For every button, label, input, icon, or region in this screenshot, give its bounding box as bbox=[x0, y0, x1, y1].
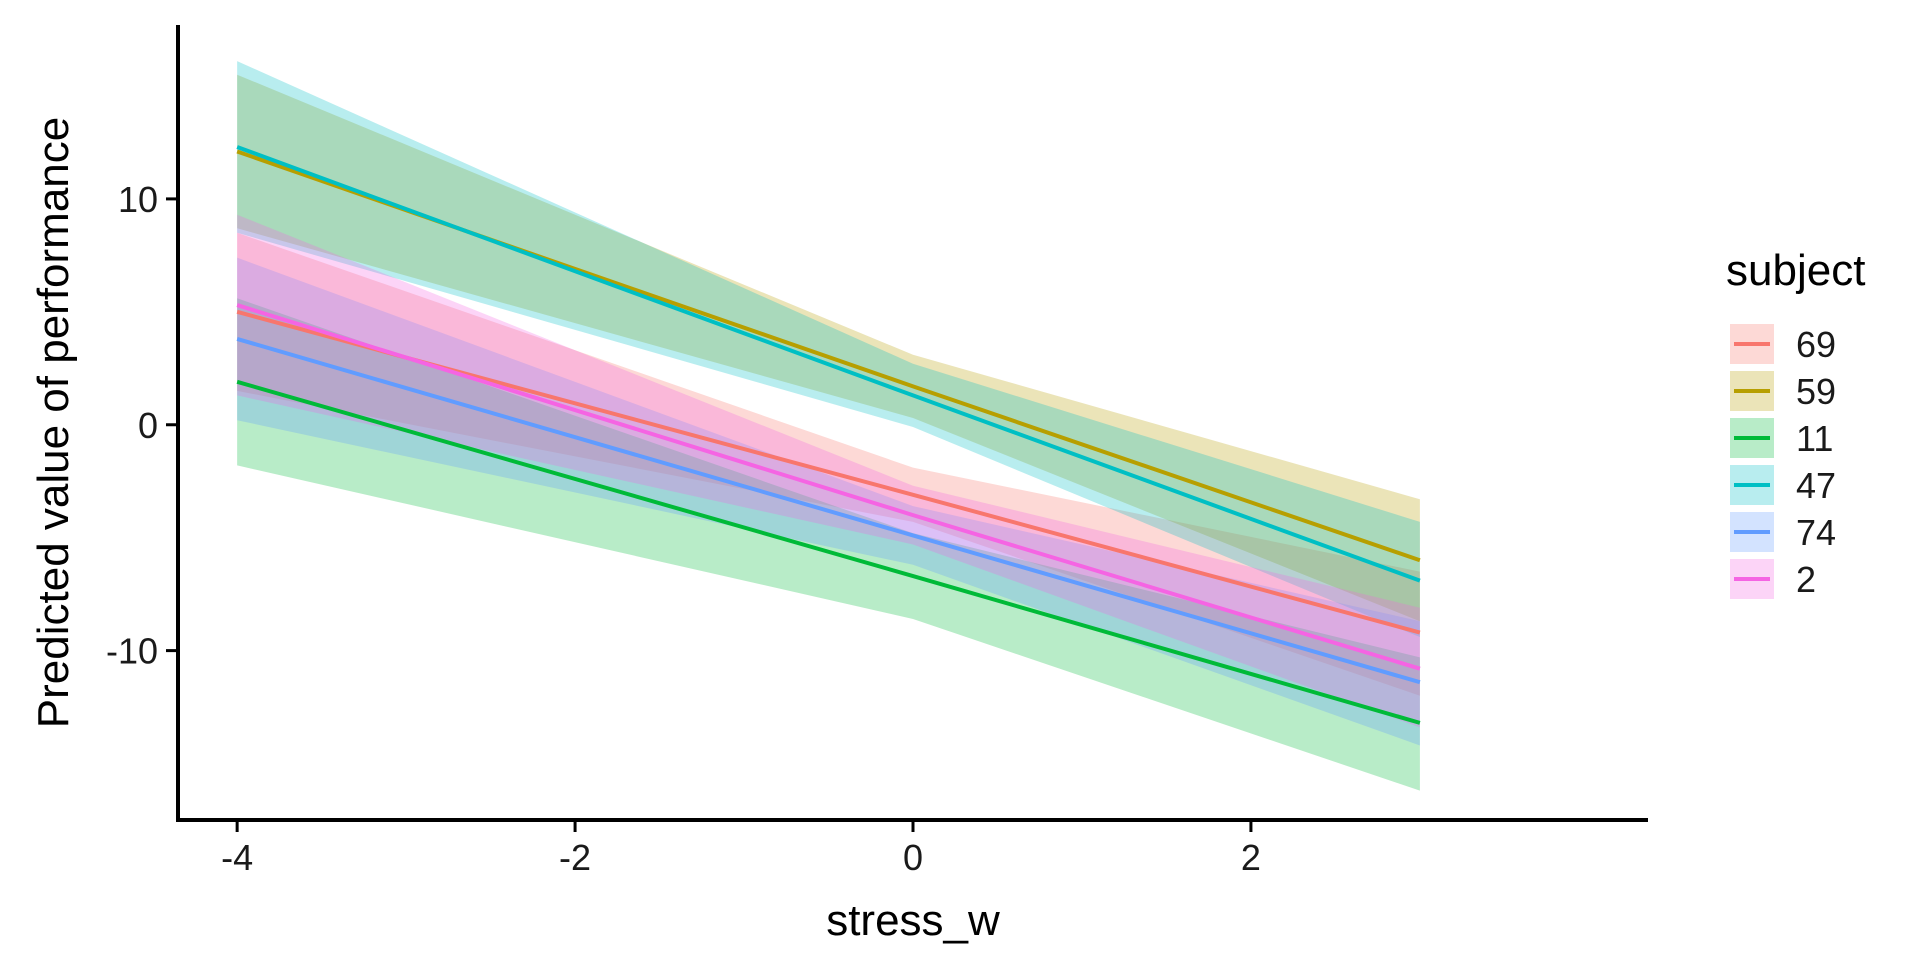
y-tick-label: 0 bbox=[138, 405, 158, 446]
legend-label: 74 bbox=[1796, 512, 1836, 553]
line-series-2 bbox=[236, 303, 1421, 671]
legend-title: subject bbox=[1726, 246, 1865, 295]
line-series-74 bbox=[236, 337, 1421, 685]
legend-item-69: 69 bbox=[1730, 324, 1836, 365]
y-tick-label: 10 bbox=[118, 179, 158, 220]
ribbon-series-47 bbox=[237, 61, 1420, 638]
ribbon-series-11 bbox=[237, 298, 1420, 791]
x-tick-label: -4 bbox=[221, 837, 253, 878]
legend-items: 69 59 11 47 74 2 bbox=[1730, 324, 1836, 600]
legend-item-11: 11 bbox=[1730, 418, 1833, 459]
line-series-69 bbox=[236, 309, 1421, 635]
x-tick-label: -2 bbox=[559, 837, 591, 878]
legend-label: 11 bbox=[1796, 418, 1833, 459]
legend-item-74: 74 bbox=[1730, 512, 1836, 553]
legend-item-47: 47 bbox=[1730, 465, 1836, 506]
y-ticks: -10 0 10 bbox=[106, 179, 178, 672]
line-series-11 bbox=[236, 379, 1421, 725]
y-tick-label: -10 bbox=[106, 631, 158, 672]
x-axis-title: stress_w bbox=[826, 896, 1000, 945]
y-axis-title: Predicted value of performance bbox=[29, 117, 78, 728]
x-ticks: -4 -2 0 2 bbox=[221, 820, 1261, 878]
legend-label: 2 bbox=[1796, 559, 1816, 600]
legend-item-59: 59 bbox=[1730, 371, 1836, 412]
legend-label: 59 bbox=[1796, 371, 1836, 412]
x-tick-label: 0 bbox=[903, 837, 923, 878]
legend-item-2: 2 bbox=[1730, 559, 1816, 600]
series-lines bbox=[236, 145, 1421, 725]
x-tick-label: 2 bbox=[1241, 837, 1261, 878]
confidence-bands bbox=[237, 61, 1420, 791]
legend: subject 69 59 11 47 74 2 bbox=[1726, 246, 1865, 600]
ribbon-series-74 bbox=[237, 257, 1420, 746]
legend-label: 69 bbox=[1796, 324, 1836, 365]
legend-label: 47 bbox=[1796, 465, 1836, 506]
axes: -4 -2 0 2 -10 0 10 bbox=[106, 25, 1648, 878]
line-series-47 bbox=[236, 145, 1421, 583]
ribbon-series-59 bbox=[237, 74, 1420, 622]
